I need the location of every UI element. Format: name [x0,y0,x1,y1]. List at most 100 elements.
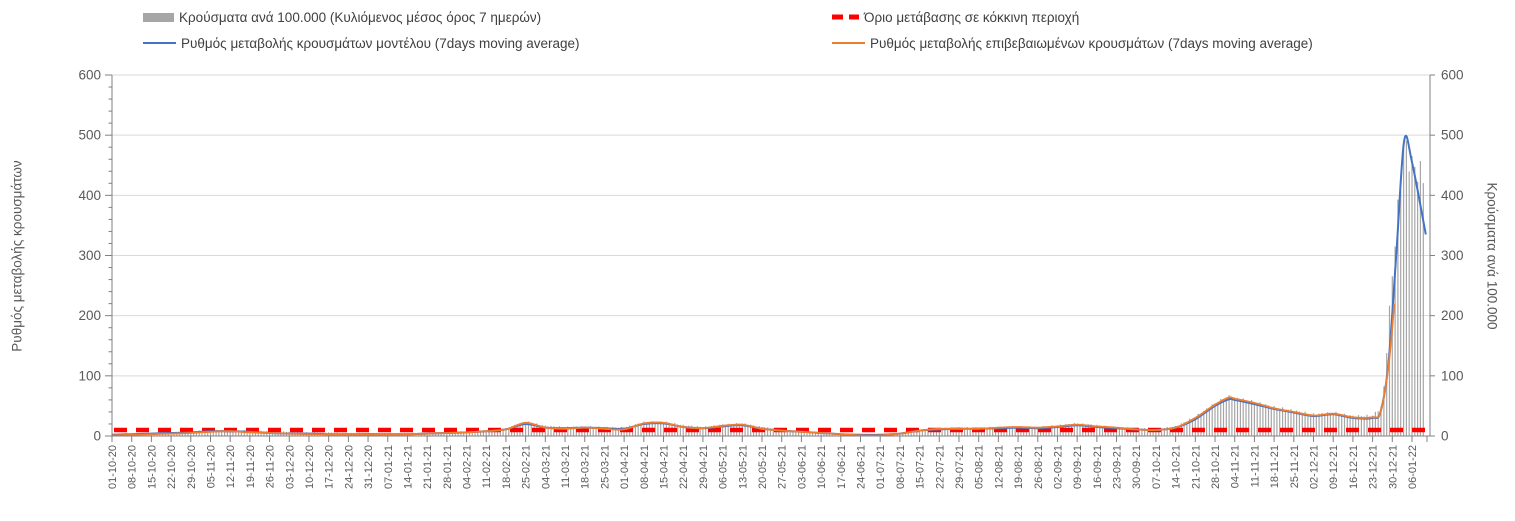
bar [1310,414,1312,436]
x-tick-label: 01-04-21 [619,445,631,489]
bar [792,430,794,436]
bar [1282,407,1284,436]
bar [1203,410,1205,436]
bar [1009,427,1011,436]
bar [463,431,465,436]
bar [502,428,504,436]
bar [1343,413,1346,436]
bar [1380,406,1382,436]
bar [218,430,220,436]
bar [1222,400,1225,436]
x-tick-label: 30-12-21 [1387,445,1399,489]
bar [1054,425,1056,436]
x-tick-label: 10-06-21 [816,445,828,489]
x-tick-label: 05-11-20 [205,445,217,488]
bar [772,428,774,436]
x-tick-label: 28-01-21 [442,445,454,489]
y-tick-label: 500 [78,128,101,143]
bar [1352,415,1354,436]
bar [747,425,749,436]
bar [508,427,510,436]
bar [724,424,726,436]
bar [789,429,791,436]
x-axis-tick-labels: 01-10-20 08-10-20 15-10-20 22-10-20 29-10-20… [107,445,1419,489]
bar [240,430,242,436]
bar [1186,421,1188,436]
bar [705,426,707,436]
bar [1138,428,1140,436]
bar [795,430,797,436]
bar [1400,190,1402,436]
bar [786,430,788,436]
x-tick-label: 07-01-21 [383,445,395,489]
bar [1031,427,1033,436]
bar [933,428,935,436]
bar [1346,416,1348,436]
x-tick-label: 25-03-21 [599,445,611,489]
bar [1217,403,1219,436]
bar [800,431,802,436]
bar [485,430,487,436]
bar [910,431,912,436]
x-tick-label: 22-10-20 [166,445,178,489]
bar [964,427,966,436]
bar [1096,424,1098,436]
bar [944,427,946,436]
x-tick-label: 31-12-20 [363,445,375,489]
bar [820,432,822,436]
x-tick-label: 16-09-21 [1092,445,1104,489]
bar [1372,415,1374,436]
x-tick-label: 04-11-21 [1230,445,1242,488]
bar [1374,411,1376,436]
bar [924,429,926,436]
bar [617,427,620,436]
x-tick-label: 25-11-21 [1289,445,1301,488]
bar [615,427,617,436]
bar [806,431,808,436]
x-tick-label: 07-10-21 [1151,445,1163,489]
bar [679,424,681,436]
bar [471,431,473,436]
bar [986,427,988,436]
bar [499,428,501,436]
legend-item-model_rate: Ρυθμός μεταβολής κρουσμάτων μοντέλου (7d… [143,34,580,52]
bar [1408,171,1410,436]
bar [1273,405,1275,436]
y-tick-label: 0 [1441,429,1449,444]
bar [1028,426,1030,436]
bar [969,427,971,436]
bar [1166,427,1168,436]
bar [1357,415,1360,436]
y-tick-label: 600 [78,68,101,83]
bar [722,424,724,436]
bar [750,424,752,436]
x-tick-label: 21-01-21 [422,445,434,489]
bar [1248,402,1250,436]
bar [212,429,214,436]
x-tick-label: 18-03-21 [580,445,592,489]
x-tick-label: 21-10-21 [1190,445,1202,489]
bar [947,428,949,436]
x-tick-label: 17-12-20 [324,445,336,489]
bar [682,424,684,436]
bar [654,422,656,436]
x-tick-label: 27-05-21 [777,445,789,489]
bar [592,426,594,436]
x-tick-label: 06-05-21 [718,445,730,489]
x-tick-label: 15-10-20 [146,445,158,489]
bar [1208,408,1210,436]
y-tick-label: 400 [1441,188,1464,203]
x-tick-label: 09-09-21 [1072,445,1084,489]
bar [1388,305,1391,436]
line-swatch-icon [143,37,176,49]
bar [224,430,226,436]
x-tick-label: 29-10-20 [186,445,198,489]
bar [1225,398,1227,436]
bar [1155,429,1157,436]
bar [640,423,642,436]
bar [1163,428,1165,436]
bar [1290,409,1292,436]
y-axis-tick-labels-left: 0 100 200 300 400 500 600 [78,68,101,444]
x-tick-label: 23-09-21 [1112,445,1124,489]
bar [966,427,968,436]
